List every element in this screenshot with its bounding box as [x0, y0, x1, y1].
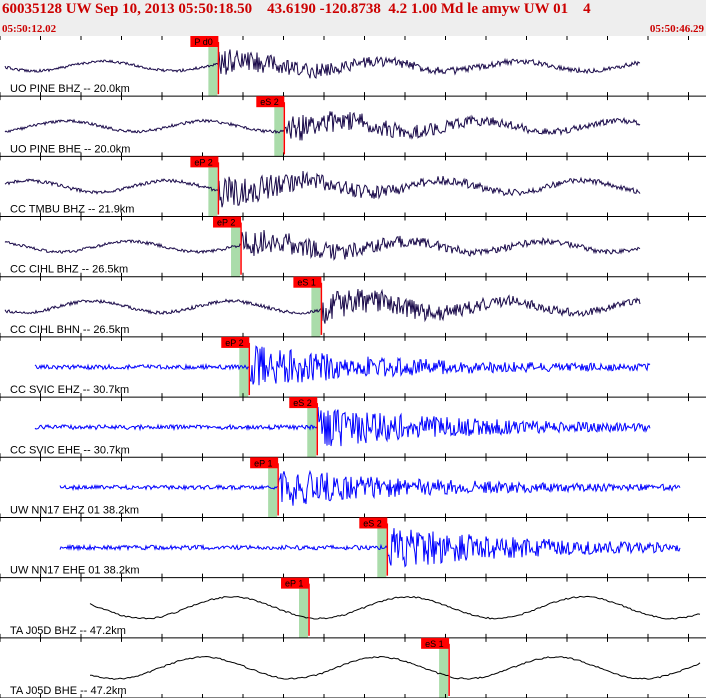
pick-flag: [190, 156, 219, 168]
pick-window: [208, 156, 218, 217]
trace-label: UW NN17 EHZ 01 38.2km: [10, 504, 139, 516]
pick-layer: P d0 eS 2 eP 2 eP 2 eS 1 eP 2 eS 2 eP 1 eS 2 eP 1…: [190, 36, 450, 696]
pick-flag: [281, 577, 310, 589]
pick-label: eP 1: [285, 579, 303, 589]
pick-label: eP 2: [217, 218, 235, 228]
pick-flag: [250, 457, 279, 469]
pick-label: eS 2: [363, 518, 382, 528]
pick-window: [307, 397, 317, 458]
trace-label: UO PINE BHE -- 20.0km: [10, 143, 130, 155]
pick-label: eP 2: [225, 338, 243, 348]
header-bar: 60035128 UW Sep 10, 2013 05:50:18.50 43.…: [0, 0, 706, 36]
pick-label: eP 2: [194, 157, 212, 167]
waveform-trace: [4, 288, 641, 324]
seismogram-plot: P d0 eS 2 eP 2 eP 2 eS 1 eP 2 eS 2 eP 1 eS 2 eP 1…: [0, 36, 706, 698]
pick-flag: [289, 397, 318, 409]
waveform-trace: [4, 229, 641, 261]
end-time-label: 05:50:46.29: [649, 23, 704, 35]
pick-window: [268, 457, 278, 518]
grid-layer: [0, 36, 706, 698]
trace-layer: [4, 49, 701, 680]
waveform-trace: [34, 345, 651, 386]
waveform-trace: [59, 469, 681, 506]
waveform-trace: [90, 655, 701, 680]
event-title: 60035128 UW Sep 10, 2013 05:50:18.50 43.…: [2, 1, 591, 17]
pick-flag: [421, 637, 450, 649]
trace-label: UO PINE BHZ -- 20.0km: [10, 83, 130, 95]
trace-label: UW NN17 EHE 01 38.2km: [10, 565, 140, 577]
pick-flag: [256, 96, 285, 108]
waveform-trace: [59, 528, 681, 568]
pick-window: [274, 96, 284, 157]
pick-label: eS 2: [260, 97, 279, 107]
pick-window: [299, 577, 309, 638]
trace-label: TA J05D BHZ -- 47.2km: [10, 625, 126, 637]
waveform-trace: [34, 406, 651, 447]
pick-label: P d0: [194, 37, 212, 47]
pick-label: eP 1: [254, 458, 272, 468]
trace-label: CC CIHL BHN -- 26.5km: [10, 324, 129, 336]
trace-label: TA J05D BHE -- 47.2km: [10, 685, 127, 697]
pick-flag: [293, 276, 322, 288]
pick-flag: [359, 517, 388, 529]
pick-flag: [190, 36, 219, 47]
waveform-trace: [4, 111, 641, 141]
trace-label: CC TMBU BHZ -- 21.9km: [10, 204, 134, 216]
waveform-trace: [4, 49, 641, 79]
pick-flag: [213, 216, 242, 228]
trace-label: CC SVIC EHZ -- 30.7km: [10, 384, 129, 396]
waveform-trace: [4, 170, 641, 208]
trace-label: CC CIHL BHZ -- 26.5km: [10, 264, 128, 276]
pick-label: eS 2: [293, 398, 312, 408]
label-layer: UO PINE BHZ -- 20.0km UO PINE BHE -- 20.0…: [10, 83, 140, 697]
trace-label: CC SVIC EHE -- 30.7km: [10, 444, 130, 456]
start-time-label: 05:50:12.02: [2, 23, 57, 35]
pick-window: [311, 276, 321, 337]
pick-flag: [221, 336, 250, 348]
pick-label: eS 1: [425, 639, 444, 649]
pick-window: [439, 637, 449, 698]
waveform-trace: [89, 595, 701, 620]
pick-label: eS 1: [297, 278, 316, 288]
